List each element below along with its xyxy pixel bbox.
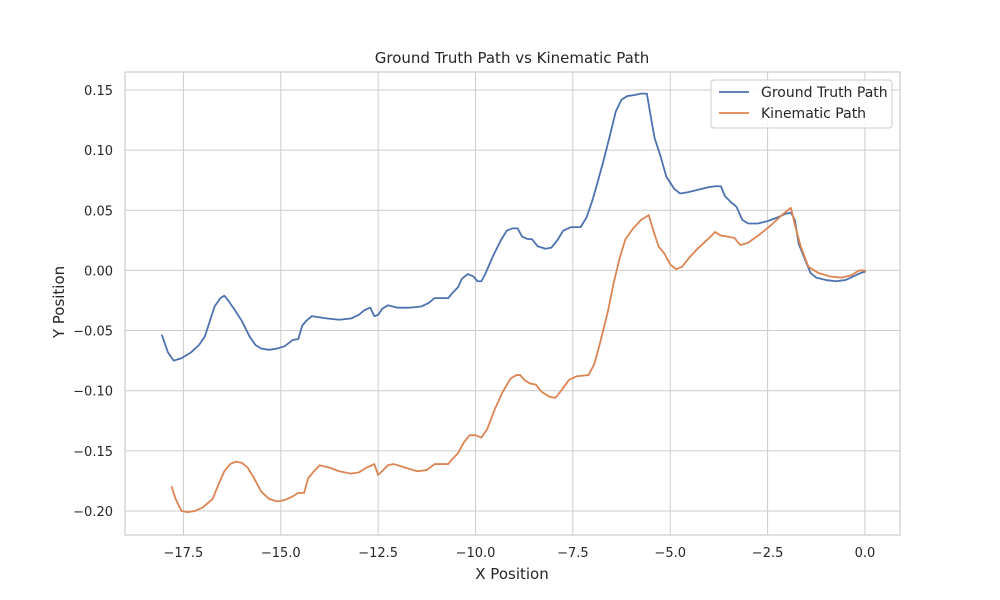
x-axis-label: X Position xyxy=(475,565,548,583)
x-tick-label: −12.5 xyxy=(358,546,398,561)
legend: Ground Truth Path Kinematic Path xyxy=(710,79,893,129)
grid-lines xyxy=(125,72,900,535)
plot-area xyxy=(125,72,900,535)
y-tick-labels: 0.15 0.10 0.05 0.00 −0.05 −0.10 −0.15 −0.20 xyxy=(73,84,113,520)
legend-box xyxy=(710,79,893,129)
x-tick-labels: −17.5 −15.0 −12.5 −10.0 −7.5 −5.0 −2.5 0.0 xyxy=(163,546,875,561)
legend-label: Ground Truth Path xyxy=(761,85,888,101)
chart-title: Ground Truth Path vs Kinematic Path xyxy=(375,49,649,67)
x-tick-label: −7.5 xyxy=(557,546,589,561)
x-tick-label: −5.0 xyxy=(654,546,686,561)
x-tick-label: −15.0 xyxy=(261,546,301,561)
legend-label: Kinematic Path xyxy=(761,106,866,122)
x-tick-label: −10.0 xyxy=(456,546,496,561)
y-axis-label: Y Position xyxy=(50,266,68,339)
x-tick-label: −17.5 xyxy=(163,546,203,561)
y-tick-label: −0.05 xyxy=(73,325,113,340)
x-tick-label: −2.5 xyxy=(752,546,784,561)
y-tick-label: −0.10 xyxy=(73,385,113,400)
plot-frame xyxy=(124,71,901,536)
series-layer xyxy=(161,92,866,514)
y-tick-label: 0.10 xyxy=(84,144,113,159)
y-tick-label: −0.20 xyxy=(73,505,113,520)
series-line-ground-truth xyxy=(161,92,866,362)
y-tick-label: 0.15 xyxy=(84,84,113,99)
y-tick-label: 0.05 xyxy=(84,204,113,219)
y-tick-label: −0.15 xyxy=(73,445,113,460)
series-line-kinematic xyxy=(170,206,866,514)
y-tick-label: 0.00 xyxy=(84,264,113,279)
x-tick-label: 0.0 xyxy=(855,546,876,561)
